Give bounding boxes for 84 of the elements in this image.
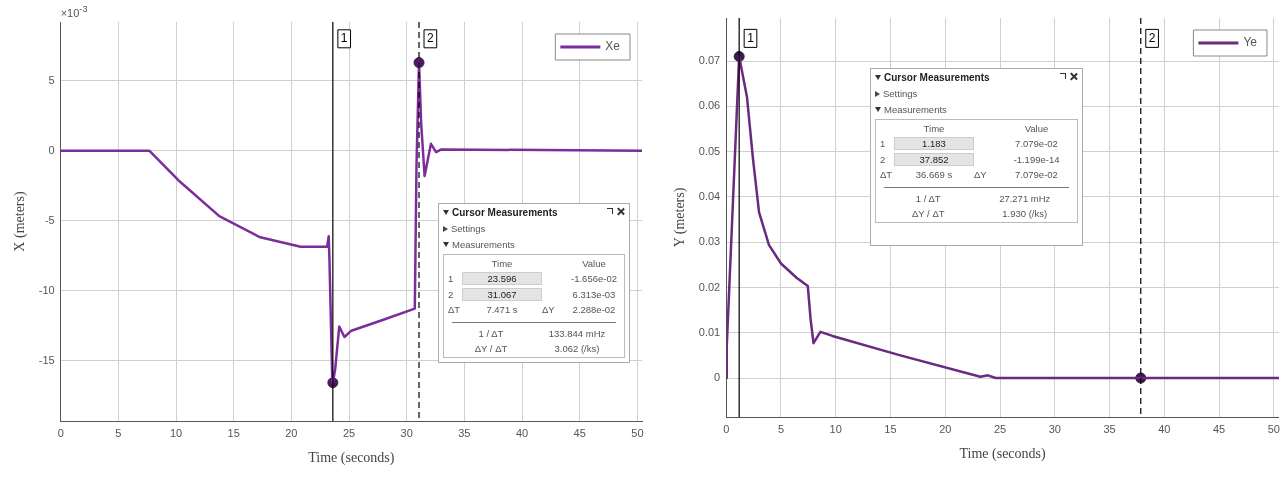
x-tick-label: 50 — [631, 426, 644, 439]
annotation: 1 / ΔT — [477, 328, 505, 339]
x-tick-label: 30 — [1048, 422, 1061, 435]
x-tick-label: 0 — [57, 426, 64, 439]
annotation: 133.844 mHz — [547, 328, 607, 339]
y-axis-title: X (meters) — [12, 191, 29, 252]
y-tick-label: -5 — [44, 213, 55, 226]
annotation: 7.471 s — [485, 304, 519, 315]
annotation: ΔY — [542, 304, 556, 315]
annotation: Measurements — [452, 239, 515, 250]
legend-label: Xe — [605, 39, 621, 54]
x-tick-label: 25 — [993, 422, 1007, 435]
y-tick-label: -15 — [38, 353, 55, 366]
annotation: 1.930 (/ks) — [1001, 208, 1049, 219]
x-tick-label: 5 — [777, 422, 785, 435]
annotation: -1.656e-02 — [570, 273, 618, 284]
annotation: 37.852 — [894, 153, 974, 166]
annotation: ΔY / ΔT — [910, 208, 946, 219]
x-tick-label: 15 — [884, 422, 897, 435]
x-tick-label: 35 — [458, 426, 471, 439]
y-tick-label: 0.06 — [698, 99, 721, 112]
annotation: 7.079e-02 — [1014, 138, 1059, 149]
y-tick-label: 0.02 — [698, 280, 721, 293]
legend-label: Ye — [1243, 35, 1258, 50]
x-tick-label: 5 — [115, 426, 122, 439]
annotation: Cursor Measurements — [884, 72, 990, 83]
text: ×10$^{-3}$ — [60, 4, 88, 19]
x-tick-label: 40 — [1158, 422, 1171, 435]
annotation: 36.669 s — [914, 169, 954, 180]
y-tick-label: 0.03 — [698, 235, 721, 248]
annotation: Measurements — [884, 104, 947, 115]
annotation: Time — [490, 258, 514, 269]
annotation: Cursor Measurements — [452, 207, 558, 218]
y-axis-title: Y (meters) — [672, 187, 689, 248]
x-tick-label: 35 — [1103, 422, 1116, 435]
y-tick-label: -10 — [38, 283, 55, 296]
x-axis-title: Time (seconds) — [308, 450, 395, 467]
x-tick-label: 30 — [400, 426, 413, 439]
y-tick-label: 0.01 — [698, 325, 721, 338]
annotation: 2 — [448, 289, 455, 300]
annotation: 6.313e-03 — [571, 289, 617, 300]
annotation: 1 — [448, 273, 455, 284]
x-tick-label: 0 — [723, 422, 730, 435]
annotation: 31.067 — [462, 288, 542, 301]
annotation: ΔT — [448, 304, 462, 315]
annotation: -1.199e-14 — [1012, 154, 1061, 165]
x-tick-label: 45 — [1212, 422, 1226, 435]
x-tick-label: 50 — [1267, 422, 1280, 435]
annotation: Settings — [883, 88, 918, 99]
annotation: 1 — [340, 31, 348, 46]
annotation: 3.062 (/ks) — [553, 343, 601, 354]
annotation: Settings — [451, 223, 486, 234]
y-tick-label: 0 — [714, 371, 721, 384]
x-tick-label: 20 — [285, 426, 298, 439]
x-tick-label: 20 — [939, 422, 952, 435]
annotation: 27.271 mHz — [998, 193, 1052, 204]
annotation: ΔY — [974, 169, 988, 180]
annotation: 7.079e-02 — [1014, 169, 1059, 180]
annotation: 1 — [747, 30, 755, 45]
annotation: Value — [581, 258, 607, 269]
annotation: 1 / ΔT — [914, 193, 942, 204]
annotation: 1.183 — [894, 137, 974, 150]
y-tick-label: 5 — [48, 73, 55, 86]
x-tick-label: 15 — [227, 426, 240, 439]
x-tick-label: 25 — [342, 426, 356, 439]
annotation: ΔT — [880, 169, 894, 180]
annotation: Value — [1023, 123, 1050, 134]
y-tick-label: 0.04 — [698, 189, 721, 202]
annotation: Time — [922, 123, 946, 134]
x-tick-label: 40 — [515, 426, 529, 439]
annotation: 2 — [427, 31, 435, 46]
annotation: 23.596 — [462, 272, 542, 285]
annotation: 2 — [880, 154, 887, 165]
y-tick-label: 0 — [48, 143, 55, 156]
annotation: 2.288e-02 — [571, 304, 617, 315]
annotation: 2 — [1148, 30, 1156, 45]
x-tick-label: 10 — [829, 422, 842, 435]
y-tick-label: 0.07 — [698, 54, 721, 67]
x-tick-label: 45 — [573, 426, 586, 439]
x-tick-label: 10 — [169, 426, 183, 439]
annotation: 1 — [880, 138, 887, 149]
y-tick-label: 0.05 — [698, 144, 721, 157]
x-axis-title: Time (seconds) — [959, 446, 1047, 463]
annotation: ΔY / ΔT — [473, 343, 509, 354]
